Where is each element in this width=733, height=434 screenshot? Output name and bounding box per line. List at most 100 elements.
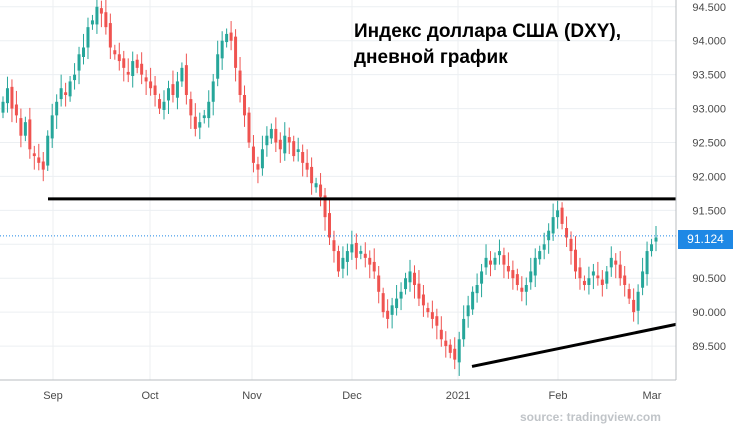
candle-body	[314, 183, 318, 188]
candle-body	[569, 238, 573, 252]
candle-body	[46, 135, 50, 166]
candle-body	[149, 81, 153, 89]
candle-body	[404, 278, 408, 290]
price-axis: 94.500 94.000 93.500 93.000 92.500 92.000 91.5…	[675, 0, 726, 380]
candle-body	[220, 40, 224, 59]
x-tick-label: Nov	[242, 390, 262, 402]
candle-body	[408, 271, 412, 283]
candlestick-series	[1, 0, 658, 376]
candle-body	[225, 33, 229, 43]
candle-body	[336, 251, 340, 272]
candle-body	[104, 12, 108, 28]
candle-body	[90, 20, 94, 25]
candle-body	[32, 153, 36, 157]
candle-body	[609, 257, 613, 268]
time-axis: Sep Oct Nov Dec 2021 Feb Mar	[0, 379, 676, 402]
candle-body	[533, 257, 537, 276]
candle-body	[247, 112, 251, 143]
support-line	[471, 322, 677, 368]
candle-body	[506, 266, 510, 272]
chart-title: Индекс доллара США (DXY), дневной график	[354, 19, 621, 71]
candle-body	[278, 139, 282, 150]
candle-body	[605, 271, 609, 284]
candle-body	[332, 240, 336, 252]
candle-body	[256, 164, 260, 170]
y-tick-label: 89.500	[692, 341, 726, 353]
candle-body	[645, 251, 649, 275]
candle-body	[292, 141, 296, 157]
y-tick-label: 93.500	[692, 70, 726, 82]
candle-body	[381, 293, 385, 313]
candle-body	[95, 6, 99, 25]
candle-body	[573, 249, 577, 272]
candle-body	[493, 257, 497, 265]
candle-body	[328, 213, 331, 238]
candle-body	[265, 135, 269, 146]
candle-body	[153, 85, 157, 95]
candle-body	[202, 115, 206, 119]
candle-body	[538, 251, 542, 260]
current-price-badge: 91.124	[678, 230, 733, 249]
x-tick-label: 2021	[446, 390, 470, 402]
candle-body	[73, 74, 77, 81]
candle-body	[614, 260, 618, 265]
candle-body	[466, 305, 470, 317]
candle-body	[140, 63, 144, 75]
candle-body	[243, 95, 247, 116]
candle-body	[86, 27, 90, 48]
candle-body	[55, 101, 59, 116]
candle-body	[216, 54, 220, 79]
candle-body	[50, 115, 54, 139]
candle-body	[417, 283, 421, 299]
candle-body	[162, 101, 166, 110]
candle-body	[462, 318, 466, 340]
candle-body	[319, 184, 323, 197]
candle-body	[28, 119, 32, 150]
candle-body	[180, 67, 184, 82]
candle-body	[323, 195, 327, 218]
candle-body	[386, 310, 390, 319]
candle-body	[578, 267, 582, 279]
candle-body	[198, 122, 202, 128]
candle-body	[166, 88, 170, 101]
candle-body	[68, 81, 72, 97]
candle-body	[435, 316, 439, 326]
candle-body	[108, 23, 112, 48]
candle-body	[627, 289, 631, 299]
candle-body	[399, 291, 403, 299]
candle-body	[368, 257, 372, 265]
candle-body	[82, 47, 86, 57]
candle-body	[596, 275, 600, 279]
candle-body	[560, 207, 564, 224]
candle-body	[484, 257, 488, 268]
candle-body	[426, 308, 430, 313]
candle-body	[654, 237, 658, 242]
candle-body	[582, 280, 586, 285]
x-tick-label: Feb	[549, 390, 568, 402]
candle-body	[126, 71, 130, 75]
candle-body	[113, 50, 117, 55]
candle-body	[439, 329, 443, 340]
source-label: source: tradingview.com	[520, 410, 661, 424]
candle-body	[283, 135, 287, 154]
candle-body	[184, 65, 188, 95]
candle-body	[175, 81, 179, 98]
candle-body	[23, 122, 27, 136]
candle-body	[131, 61, 135, 76]
x-tick-label: Dec	[342, 390, 362, 402]
candle-body	[144, 77, 148, 82]
candle-body	[99, 8, 103, 14]
candle-body	[19, 118, 23, 136]
candle-body	[189, 99, 193, 116]
candle-body	[448, 344, 452, 353]
y-tick-label: 93.000	[692, 104, 726, 116]
candle-body	[502, 255, 506, 265]
candle-body	[556, 210, 560, 218]
candle-body	[301, 152, 305, 163]
candle-body	[229, 32, 233, 41]
y-tick-label: 90.000	[692, 307, 726, 319]
candle-body	[296, 149, 300, 152]
chart-title-line1: Индекс доллара США (DXY),	[354, 21, 622, 42]
candle-body	[489, 260, 493, 265]
